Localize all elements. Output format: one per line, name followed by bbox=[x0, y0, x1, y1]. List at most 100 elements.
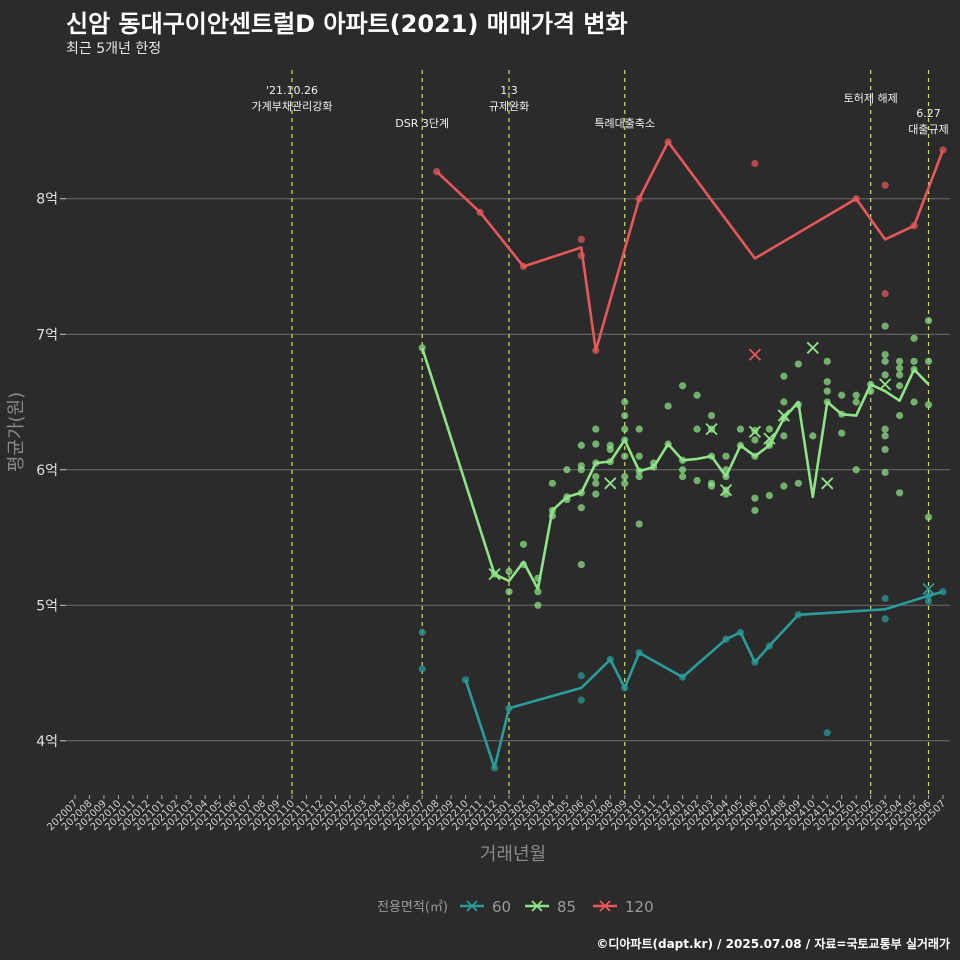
data-point bbox=[924, 401, 933, 409]
data-point bbox=[896, 489, 904, 497]
series-line-60 bbox=[464, 590, 944, 770]
data-point bbox=[635, 425, 643, 433]
data-point bbox=[505, 588, 513, 596]
data-point bbox=[505, 567, 513, 576]
data-point bbox=[751, 506, 759, 515]
data-point bbox=[780, 482, 788, 490]
data-point bbox=[780, 432, 788, 440]
event-label: 6.27 bbox=[916, 107, 941, 120]
data-point bbox=[881, 432, 889, 440]
y-tick-label: 6억 bbox=[36, 463, 58, 479]
grid-layer bbox=[66, 198, 950, 742]
data-point bbox=[823, 387, 831, 395]
legend-label: 120 bbox=[625, 898, 654, 916]
data-point bbox=[881, 357, 889, 365]
cross-layer bbox=[488, 341, 935, 596]
cross-marker bbox=[748, 425, 762, 438]
data-point bbox=[736, 425, 745, 433]
event-label: 대출규제 bbox=[908, 123, 948, 136]
y-axis-title: 평균가(원) bbox=[6, 392, 27, 472]
cross-marker bbox=[719, 483, 733, 497]
data-point bbox=[896, 411, 904, 420]
cross-marker bbox=[777, 409, 791, 422]
cross-marker bbox=[604, 477, 617, 490]
data-point bbox=[852, 391, 860, 399]
data-point bbox=[679, 472, 687, 481]
data-point bbox=[707, 411, 716, 420]
data-point bbox=[534, 588, 542, 596]
data-point bbox=[519, 540, 528, 548]
data-point bbox=[751, 436, 759, 444]
data-point bbox=[924, 597, 933, 605]
cross-marker bbox=[806, 341, 819, 354]
data-point bbox=[852, 398, 860, 406]
source-caption: ©디아파트(dapt.kr) / 2025.07.08 / 자료=국토교통부 실… bbox=[596, 937, 950, 951]
data-point bbox=[621, 472, 629, 481]
data-point bbox=[621, 411, 629, 420]
data-point bbox=[852, 466, 860, 474]
data-point bbox=[592, 440, 600, 448]
data-point bbox=[881, 425, 889, 433]
data-point bbox=[924, 317, 933, 325]
cross-marker bbox=[705, 422, 718, 436]
data-point bbox=[794, 479, 802, 487]
data-point bbox=[693, 391, 701, 399]
legend-title: 전용면적(㎡) bbox=[377, 900, 448, 915]
data-point bbox=[881, 445, 889, 454]
legend-label: 60 bbox=[492, 898, 511, 916]
data-point bbox=[418, 628, 426, 636]
data-point bbox=[881, 615, 889, 623]
data-point bbox=[577, 466, 585, 474]
data-point bbox=[592, 479, 600, 487]
data-point bbox=[621, 398, 629, 406]
y-tick-label: 7억 bbox=[36, 327, 58, 343]
data-point bbox=[707, 482, 716, 490]
data-point bbox=[896, 364, 904, 372]
data-point bbox=[621, 452, 629, 460]
data-point bbox=[635, 520, 643, 528]
cross-marker bbox=[922, 582, 935, 596]
data-point bbox=[679, 382, 687, 390]
data-point bbox=[592, 490, 600, 498]
legend-layer: 전용면적(㎡) 60 85 120 bbox=[377, 898, 654, 916]
data-point bbox=[722, 452, 730, 460]
data-point bbox=[577, 696, 585, 704]
data-point bbox=[621, 479, 629, 487]
series-line-85 bbox=[420, 347, 930, 591]
data-point bbox=[910, 357, 918, 365]
data-point bbox=[693, 477, 701, 485]
data-point bbox=[838, 391, 846, 399]
legend-key-cross bbox=[466, 900, 478, 912]
cross-marker bbox=[878, 378, 892, 391]
data-point bbox=[577, 235, 585, 243]
cross-marker bbox=[488, 567, 501, 581]
data-point bbox=[563, 466, 571, 474]
event-label: 특례대출축소 bbox=[594, 117, 655, 130]
data-point bbox=[794, 360, 802, 368]
x-axis-title: 거래년월 bbox=[480, 844, 546, 865]
data-point bbox=[896, 371, 904, 379]
data-point bbox=[621, 425, 629, 433]
line-layer bbox=[420, 140, 945, 770]
data-point bbox=[881, 181, 889, 189]
event-label: DSR 3단계 bbox=[395, 117, 449, 130]
data-point bbox=[592, 472, 600, 481]
data-point bbox=[881, 594, 889, 603]
y-tick-label: 5억 bbox=[36, 598, 58, 614]
y-tick-label: 4억 bbox=[36, 734, 58, 750]
event-label: 가계부채관리강화 bbox=[252, 100, 333, 113]
data-point bbox=[577, 561, 585, 569]
data-point bbox=[823, 378, 831, 386]
data-point bbox=[881, 371, 889, 379]
data-point bbox=[896, 357, 904, 365]
data-point bbox=[548, 479, 557, 487]
data-point bbox=[418, 665, 426, 673]
data-point bbox=[910, 398, 918, 406]
data-point bbox=[751, 426, 759, 435]
data-point bbox=[924, 513, 933, 521]
data-point bbox=[881, 468, 889, 477]
event-label: 토허제 해제 bbox=[844, 91, 898, 105]
data-point bbox=[924, 357, 933, 365]
